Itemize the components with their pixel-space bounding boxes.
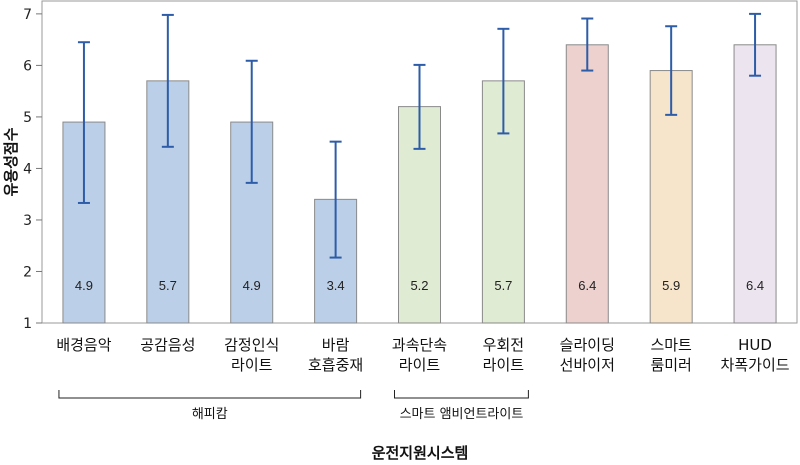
category-label: 스마트 [650,336,692,354]
error-bar [329,140,342,259]
x-axis-title: 운전지원시스템 [372,444,469,462]
data-label: 5.9 [662,278,680,293]
category-label: 배경음악 [56,336,111,354]
category-label: 라이트 [399,356,441,374]
error-bar [497,27,510,135]
error-bar [749,12,762,77]
category-label: 우회전 [483,336,524,354]
category-label: 차폭가이드 [721,356,790,374]
category-label: 공감음성 [140,336,195,354]
data-labels: 4.9 5.7 4.9 3.4 5.2 5.7 6.4 5.9 6.4 [75,278,764,293]
category-label: 슬라이딩 [560,336,615,354]
data-label: 6.4 [746,278,764,293]
group-brackets: 해피캄 스마트 앰비언트라이트 [58,390,529,422]
error-bar [77,41,90,204]
y-tick-label: 6 [23,58,32,74]
category-label: 과속단속 [392,336,447,354]
error-bar [161,13,174,148]
error-bar [413,63,426,150]
category-label: 라이트 [483,356,525,374]
category-label: HUD [738,336,772,354]
group-label: 스마트 앰비언트라이트 [400,407,524,422]
y-tick-label: 4 [23,161,32,177]
y-tick-label: 2 [23,264,32,280]
error-bar [581,17,594,72]
y-tick-label: 1 [23,316,32,332]
y-tick-label: 7 [23,7,32,23]
data-label: 5.7 [494,278,512,293]
data-label: 4.9 [75,278,93,293]
category-label: 룸미러 [650,356,691,374]
category-label: 바람 [322,336,350,354]
group-bracket: 해피캄 [58,390,362,422]
category-label: 선바이저 [560,356,615,374]
category-label: 감정인식 [224,336,279,354]
category-label: 호흡중재 [308,356,363,374]
bar [565,44,609,324]
group-bracket: 스마트 앰비언트라이트 [394,390,529,422]
error-bars [77,12,762,259]
data-label: 5.2 [410,278,428,293]
group-label: 해피캄 [192,407,228,422]
data-label: 4.9 [243,278,261,293]
data-label: 6.4 [578,278,596,293]
error-bar [245,59,258,184]
y-axis-ticks: 1 2 3 4 5 6 7 [23,7,42,332]
y-tick-label: 5 [23,110,32,126]
category-label: 라이트 [231,356,273,374]
y-axis-title: 유용성점수 [2,127,20,196]
error-bar [665,25,678,116]
y-tick-label: 3 [23,213,32,229]
data-label: 3.4 [327,278,345,293]
data-label: 5.7 [159,278,177,293]
